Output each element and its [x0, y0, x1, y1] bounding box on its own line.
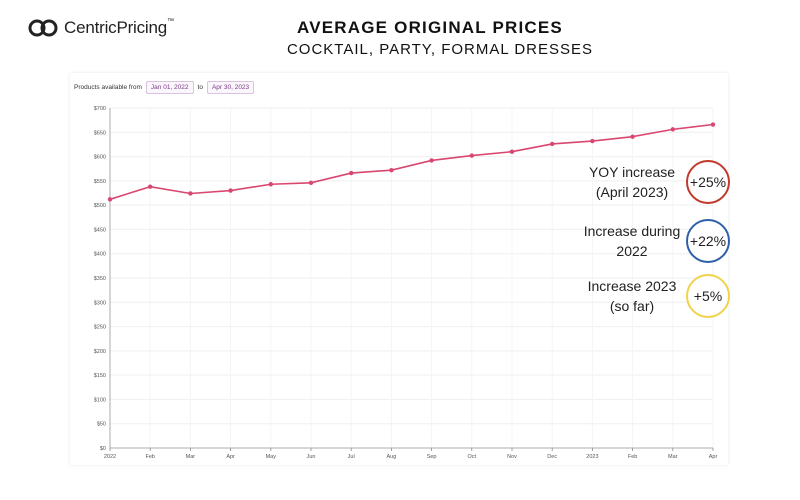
data-point [148, 184, 153, 189]
data-point [590, 138, 595, 144]
increase-2022-label-line1: Increase during [583, 223, 681, 239]
x-tick-label: Nov [507, 454, 517, 460]
x-tick-label: Oct [468, 454, 477, 460]
y-tick-label: $100 [94, 397, 106, 403]
increase-2023-value: +5% [693, 288, 723, 304]
data-point [188, 191, 193, 196]
x-tick-label: Sep [427, 454, 437, 460]
y-tick-label: $250 [94, 325, 106, 331]
x-tick-label: 2022 [104, 454, 116, 460]
y-tick-label: $500 [94, 203, 106, 209]
filter-to-word: to [197, 84, 203, 91]
yoy-label-line1: YOY increase [588, 164, 676, 180]
y-tick-label: $450 [94, 227, 106, 233]
data-point [228, 188, 233, 193]
increase-2023-badge: Increase 2023 (so far) +5% [582, 274, 730, 318]
to-date-pill[interactable]: Apr 30, 2023 [206, 81, 255, 94]
y-tick-label: $600 [94, 155, 106, 161]
data-point [107, 197, 113, 202]
y-tick-label: $350 [94, 276, 106, 282]
x-tick-label: Apr [226, 454, 235, 460]
x-tick-label: Dec [547, 454, 557, 460]
yoy-increase-badge: YOY increase (April 2023) +25% [582, 160, 730, 204]
y-tick-label: $200 [94, 349, 106, 355]
data-point [550, 141, 555, 147]
increase-2023-value-circle: +5% [686, 274, 730, 318]
date-range-filter: Products available from Jan 01, 2022 to … [74, 81, 255, 94]
data-point [268, 182, 273, 187]
y-tick-label: $650 [94, 130, 106, 136]
data-point [670, 127, 675, 132]
y-tick-label: $150 [94, 373, 106, 379]
data-point [308, 180, 314, 185]
x-tick-label: Feb [145, 454, 154, 460]
linked-circles-icon [28, 19, 58, 37]
increase-2022-value: +22% [689, 233, 727, 249]
x-tick-label: 2023 [586, 454, 598, 460]
data-point [469, 153, 474, 158]
x-tick-label: Mar [668, 454, 678, 460]
increase-2022-value-circle: +22% [686, 219, 730, 263]
increase-2023-label-line1: Increase 2023 [587, 278, 677, 294]
data-point [630, 134, 635, 139]
data-point [349, 170, 354, 176]
y-tick-label: $0 [100, 446, 106, 452]
yoy-value: +25% [689, 174, 727, 190]
data-point [509, 149, 515, 154]
data-point [389, 167, 394, 173]
y-tick-label: $400 [94, 252, 106, 258]
brand-logo: CentricPricing™ [28, 18, 174, 38]
x-tick-label: May [266, 454, 277, 460]
increase-2022-badge: Increase during 2022 +22% [578, 219, 730, 263]
y-tick-label: $50 [97, 422, 106, 428]
data-point [710, 122, 716, 127]
x-tick-label: Mar [186, 454, 196, 460]
y-tick-label: $550 [94, 179, 106, 185]
from-date-pill[interactable]: Jan 01, 2022 [145, 81, 194, 94]
x-tick-label: Jul [348, 454, 355, 460]
price-series-line [109, 123, 714, 201]
data-point [429, 158, 434, 163]
x-tick-label: Aug [387, 454, 397, 460]
yoy-value-circle: +25% [686, 160, 730, 204]
x-tick-label: Feb [628, 454, 637, 460]
increase-2023-label-line2: (so far) [609, 298, 655, 314]
x-tick-label: Jun [307, 454, 316, 460]
filter-prefix: Products available from [74, 84, 142, 91]
brand-name: CentricPricing™ [64, 18, 174, 37]
page-subtitle: COCKTAIL, PARTY, FORMAL DRESSES [286, 41, 594, 58]
y-tick-label: $700 [94, 106, 106, 112]
y-tick-label: $300 [94, 300, 106, 306]
x-tick-label: Apr [709, 454, 718, 460]
page-title: AVERAGE ORIGINAL PRICES [297, 18, 563, 37]
yoy-label-line2: (April 2023) [595, 184, 669, 200]
increase-2022-label-line2: 2022 [616, 243, 648, 259]
